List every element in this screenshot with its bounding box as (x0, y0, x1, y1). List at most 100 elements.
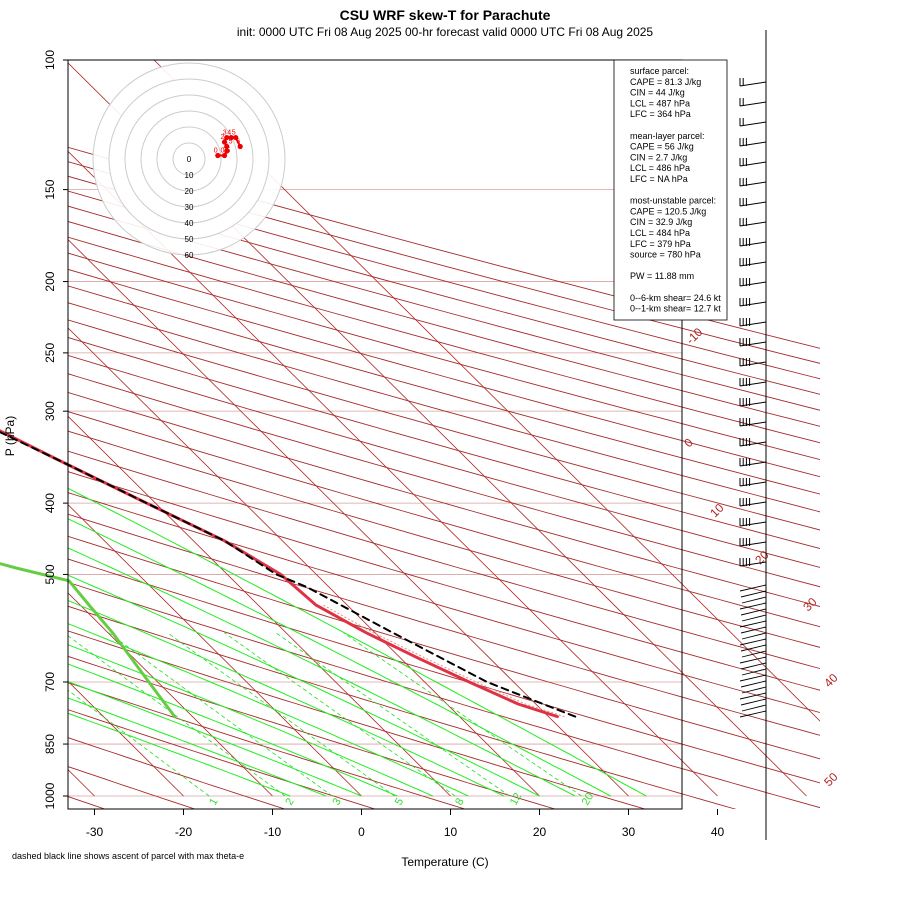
hodograph-point-label: 2 (221, 134, 225, 141)
dry-adiabat (68, 337, 820, 549)
dry-adiabat (68, 450, 820, 670)
isotherm-label: 40 (821, 671, 841, 691)
hodograph-point (224, 143, 230, 150)
wind-barb (739, 321, 767, 327)
y-tick-label: 300 (43, 401, 57, 421)
isotherm-line (68, 239, 629, 797)
chart-subtitle: init: 0000 UTC Fri 08 Aug 2025 00-hr for… (237, 25, 654, 39)
wind-barb (741, 614, 767, 622)
y-tick-label: 850 (43, 734, 57, 754)
wind-barb (739, 121, 767, 127)
isotherm-line (68, 592, 273, 797)
info-line: CIN = 32.9 J/kg (630, 217, 692, 227)
info-line: PW = 11.88 mm (630, 271, 694, 281)
y-tick-label: 500 (43, 564, 57, 584)
dry-adiabat (68, 655, 557, 809)
y-tick-label: 400 (43, 493, 57, 513)
wind-barb (741, 668, 767, 676)
isotherm-label: -10 (683, 325, 705, 347)
hodograph-ring-label: 40 (185, 219, 194, 228)
y-tick-label: 250 (43, 343, 57, 363)
isotherm-label: 50 (821, 770, 841, 790)
wind-barb (739, 401, 767, 407)
wind-barb (739, 81, 767, 87)
wind-barb (739, 301, 767, 307)
mixing-ratio-line (68, 689, 210, 797)
wind-barb (739, 441, 767, 447)
dry-adiabat (68, 190, 820, 395)
wind-barb (739, 381, 767, 387)
hodograph-ring (172, 142, 206, 176)
dry-adiabat (68, 605, 737, 809)
mixing-ratio-label: 8 (453, 796, 466, 807)
wind-barb (739, 481, 767, 487)
info-line: LCL = 487 hPa (630, 98, 690, 108)
info-line: LFC = 364 hPa (630, 109, 691, 119)
hodograph-point-label: 3 (223, 130, 227, 137)
moist-adiabat (68, 574, 540, 797)
wind-barb (739, 361, 767, 367)
info-line: LFC = NA hPa (630, 174, 688, 184)
hodograph-point-label: 0 (214, 147, 218, 154)
x-tick-label: -10 (264, 825, 282, 839)
wind-barb (739, 620, 767, 628)
hodograph-point-label: 5 (232, 130, 236, 137)
dry-adiabat (68, 285, 820, 495)
info-line: CIN = 44 J/kg (630, 88, 685, 98)
moist-adiabat (68, 681, 362, 797)
y-tick-label: 1000 (43, 782, 57, 809)
wind-barb (741, 686, 767, 694)
series-parcel-ascent (0, 431, 577, 718)
series-temperature (0, 429, 559, 719)
wind-barb (739, 341, 767, 347)
wind-barb (739, 656, 767, 664)
wind-barb (740, 680, 767, 688)
wind-barb (739, 710, 767, 718)
hodograph-point (237, 143, 243, 150)
info-line: source = 780 hPa (630, 250, 701, 260)
dry-adiabat (68, 630, 647, 809)
info-line: LCL = 484 hPa (630, 228, 690, 238)
hodograph-point (224, 134, 230, 141)
dry-adiabat (68, 354, 820, 568)
dry-adiabat (68, 205, 820, 411)
info-line: 0--6-km shear= 24.6 kt (630, 293, 721, 303)
wind-barb (739, 161, 767, 167)
mixing-ratio-line (68, 635, 286, 797)
dry-adiabat (68, 558, 820, 784)
y-tick-label: 100 (43, 50, 57, 70)
wind-barb (739, 692, 767, 700)
x-tick-label: 0 (358, 825, 365, 839)
hodograph-point (221, 139, 228, 145)
info-line: LFC = 379 hPa (630, 239, 691, 249)
wind-barb (739, 221, 767, 227)
wind-barb (739, 638, 767, 646)
hodograph-ring-label: 60 (185, 251, 194, 260)
mixing-ratio-line (343, 632, 582, 797)
wind-barb (740, 644, 767, 652)
hodograph-point (233, 134, 239, 141)
info-line: most-unstable parcel: (630, 196, 716, 206)
wind-barb (739, 201, 767, 207)
x-tick-label: 20 (533, 825, 547, 839)
info-line: surface parcel: (630, 66, 689, 76)
dry-adiabat (68, 471, 820, 691)
wind-barb (739, 241, 767, 247)
wind-barb (739, 101, 767, 107)
dry-adiabat (68, 319, 820, 531)
wind-barb (741, 704, 767, 712)
y-tick-label: 200 (43, 271, 57, 291)
dry-adiabat (68, 492, 820, 714)
info-line: CIN = 2.7 J/kg (630, 152, 687, 162)
moist-adiabat (68, 518, 611, 797)
wind-barb (739, 521, 767, 527)
moist-adiabat (68, 599, 505, 797)
hodograph-point (221, 152, 228, 159)
hodograph-point-label: 4 (227, 130, 231, 137)
wind-barb (740, 662, 767, 670)
mixing-ratio-label: 1 (207, 796, 220, 807)
wind-barb (741, 650, 767, 658)
mixing-ratio-line (108, 632, 333, 797)
